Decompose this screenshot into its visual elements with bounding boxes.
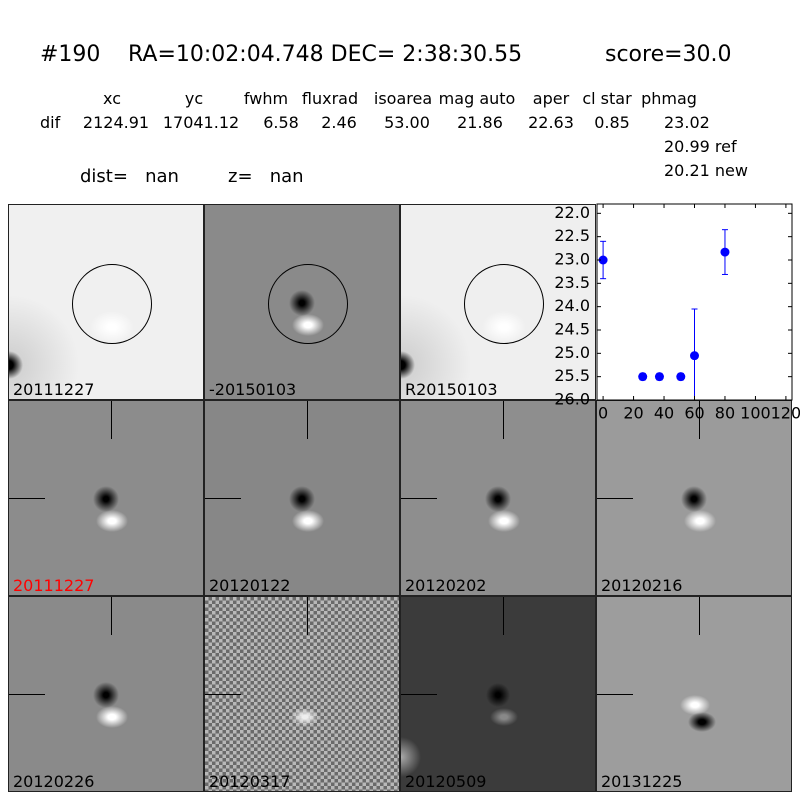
panel-label: R20150103 — [405, 380, 498, 399]
z: z= nan — [228, 166, 304, 187]
panel-label: 20120216 — [601, 576, 683, 595]
table-cell: 23.02 — [664, 113, 710, 132]
dist: dist= nan — [80, 166, 179, 187]
panel-label: -20150103 — [209, 380, 297, 399]
column-header: yc — [184, 89, 204, 108]
data-point — [676, 372, 686, 382]
y-tick-label: 24.5 — [554, 320, 590, 339]
data-point — [598, 255, 608, 265]
image-panel: -20150103 — [204, 204, 400, 400]
column-header: fwhm — [243, 89, 289, 108]
panel-label: 20120122 — [209, 576, 291, 595]
column-header: fluxrad — [301, 89, 359, 108]
table-cell: 17041.12 — [162, 113, 240, 132]
x-tick-label: 40 — [654, 404, 674, 423]
panel-label: 20120226 — [13, 772, 95, 791]
panel-label: 20111227 — [13, 380, 95, 399]
panel-label: 20111227 — [13, 576, 95, 595]
y-tick-label: 23.0 — [554, 250, 590, 269]
table-cell: 6.58 — [263, 113, 299, 132]
plot-area — [598, 229, 730, 400]
x-tick-label: 120 — [771, 404, 800, 423]
panel-label: 20131225 — [601, 772, 683, 791]
x-tick-label: 0 — [598, 404, 608, 423]
y-tick-label: 26.0 — [554, 390, 590, 409]
y-tick-label: 23.5 — [554, 273, 590, 292]
y-tick-label: 25.0 — [554, 343, 590, 362]
panel-label: 20120202 — [405, 576, 487, 595]
score: score=30.0 — [605, 42, 732, 67]
x-tick-label: 60 — [684, 404, 704, 423]
image-panel: 20111227 — [8, 400, 204, 596]
image-panel: 20120122 — [204, 400, 400, 596]
table-cell: 22.63 — [528, 113, 574, 132]
column-header: phmag — [641, 89, 697, 108]
column-header: cl star — [582, 89, 632, 108]
y-tick-label: 25.5 — [554, 366, 590, 385]
data-point — [638, 372, 648, 382]
column-header: xc — [103, 89, 121, 108]
panel-label: 20120317 — [209, 772, 291, 791]
y-tick-label: 22.5 — [554, 226, 590, 245]
table-cell: 21.86 — [457, 113, 503, 132]
table-cell: 2.46 — [321, 113, 357, 132]
image-panel: 20131225 — [596, 596, 792, 792]
x-tick-label: 20 — [623, 404, 643, 423]
image-panel: 20120509 — [400, 596, 596, 792]
data-point — [720, 247, 730, 257]
y-tick-label: 22.0 — [554, 203, 590, 222]
column-header: aper — [532, 89, 570, 108]
table-cell: 53.00 — [384, 113, 430, 132]
table-cell: 0.85 — [594, 113, 630, 132]
image-panel: 20120226 — [8, 596, 204, 792]
image-panel: 20120202 — [400, 400, 596, 596]
x-tick-label: 100 — [740, 404, 771, 423]
table-cell: 2124.91 — [82, 113, 150, 132]
image-panel: 20111227 — [8, 204, 204, 400]
row-label: dif — [40, 113, 61, 132]
phmag-ref: 20.99 ref — [664, 137, 737, 156]
image-panel: R20150103 — [400, 204, 596, 400]
column-header: isoarea — [373, 89, 433, 108]
panel-label: 20120509 — [405, 772, 487, 791]
image-panel: 20120317 — [204, 596, 400, 792]
y-tick-label: 24.0 — [554, 296, 590, 315]
data-point — [654, 372, 664, 382]
column-header: mag auto — [438, 89, 516, 108]
data-point — [690, 351, 699, 361]
object-id: #190 — [40, 42, 101, 67]
phmag-new: 20.21 new — [664, 161, 748, 180]
x-tick-label: 80 — [715, 404, 735, 423]
image-panel: 20120216 — [596, 400, 792, 596]
coordinates: RA=10:02:04.748 DEC= 2:38:30.55 — [128, 42, 523, 67]
